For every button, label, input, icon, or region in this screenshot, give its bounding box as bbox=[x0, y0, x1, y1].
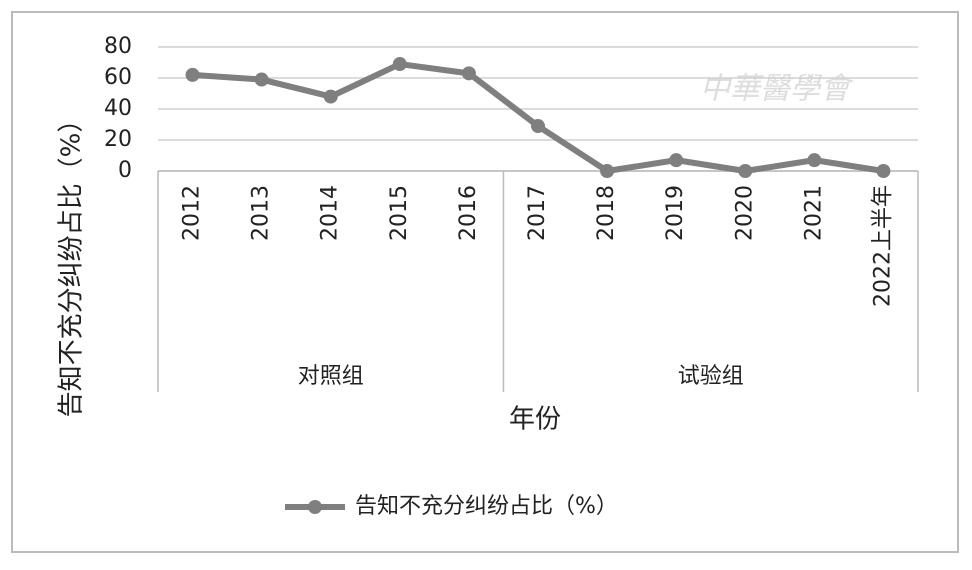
data-point bbox=[738, 164, 753, 178]
watermark: 中華醫學會 bbox=[700, 72, 854, 107]
y-tick-label: 40 bbox=[104, 96, 132, 121]
data-point bbox=[392, 57, 407, 72]
y-tick-label: 20 bbox=[104, 127, 132, 152]
y-axis-label: 告知不充分纠纷占比（%） bbox=[57, 107, 87, 418]
data-point bbox=[669, 153, 684, 168]
data-point bbox=[876, 164, 891, 178]
data-point bbox=[185, 67, 200, 82]
x-tick-label: 2012 bbox=[180, 185, 205, 241]
x-tick-label: 2020 bbox=[732, 185, 757, 241]
x-tick-label: 2016 bbox=[456, 185, 481, 241]
data-point bbox=[461, 66, 476, 81]
data-point bbox=[807, 153, 822, 168]
x-tick-label: 2014 bbox=[318, 185, 343, 241]
x-tick-label: 2015 bbox=[387, 185, 412, 241]
legend-label: 告知不充分纠纷占比（%） bbox=[355, 494, 618, 519]
x-tick-label: 2018 bbox=[594, 185, 619, 241]
x-tick-label: 2021 bbox=[801, 185, 826, 241]
legend-marker bbox=[308, 500, 322, 514]
x-tick-label: 2019 bbox=[663, 185, 688, 241]
data-point bbox=[254, 72, 269, 87]
x-tick-label: 2017 bbox=[525, 185, 550, 241]
y-tick-label: 60 bbox=[104, 65, 132, 90]
x-tick-label: 2013 bbox=[249, 185, 274, 241]
data-point bbox=[600, 164, 615, 178]
group-label: 试验组 bbox=[678, 364, 744, 389]
x-tick-label: 2022上半年 bbox=[870, 185, 895, 307]
y-tick-label: 80 bbox=[104, 34, 132, 59]
data-point bbox=[531, 119, 545, 134]
group-label: 对照组 bbox=[298, 364, 364, 389]
y-tick-label: 0 bbox=[118, 158, 132, 183]
chart-border bbox=[11, 11, 959, 553]
x-axis-label: 年份 bbox=[509, 405, 561, 435]
data-point bbox=[323, 89, 338, 104]
